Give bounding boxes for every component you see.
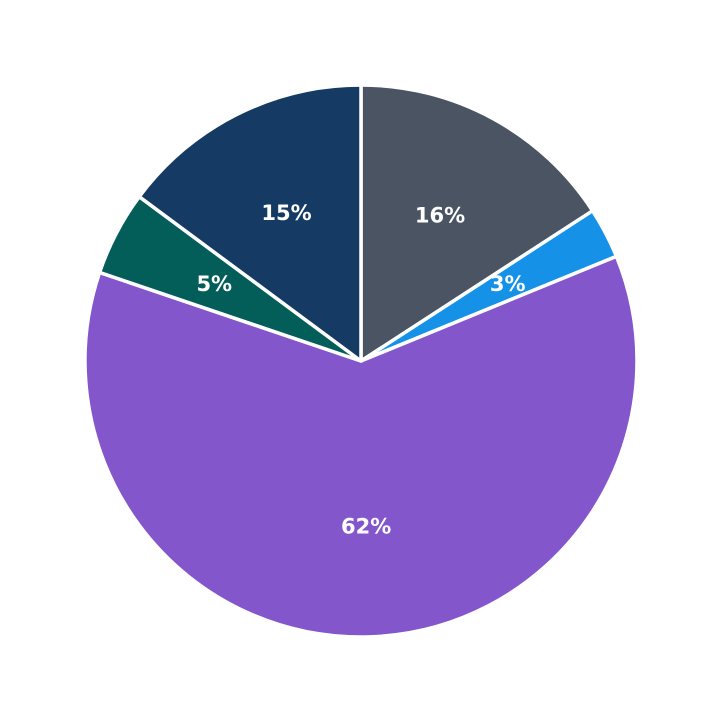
labels-layer: 16% 3% 62% 5% 15% — [196, 201, 525, 538]
pie-slice-label-0: 16% — [415, 203, 465, 227]
pie-slice-label-1: 3% — [490, 272, 526, 296]
pie-slice-0 — [359, 83, 595, 363]
pie-slice-label-2: 62% — [341, 515, 391, 539]
pie-slice-2 — [83, 254, 639, 639]
slices-layer — [83, 83, 639, 639]
pie-slice-label-3: 5% — [196, 272, 232, 296]
pie-slice-4 — [137, 83, 363, 363]
pie-slice-label-4: 15% — [261, 201, 311, 225]
